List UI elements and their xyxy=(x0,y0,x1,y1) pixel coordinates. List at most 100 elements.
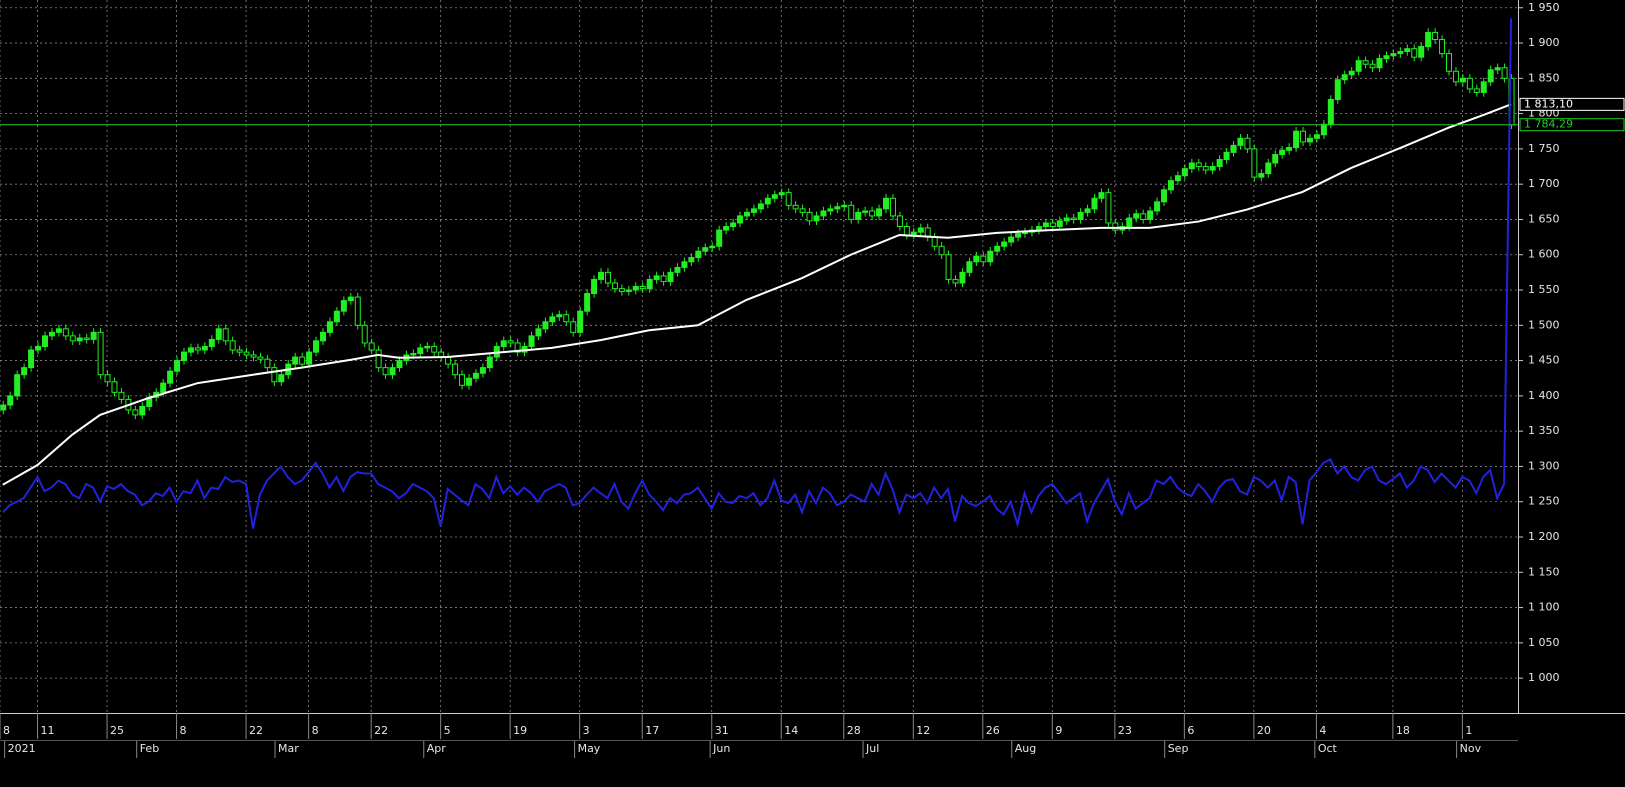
candle-body xyxy=(180,351,187,362)
candle-body xyxy=(618,288,625,292)
y-tick-label: 1 550 xyxy=(1528,283,1560,296)
y-tick-label: 1 500 xyxy=(1528,318,1560,331)
x-tick-label: 6 xyxy=(1187,724,1194,737)
candle-body xyxy=(737,215,744,224)
x-tick-label: 12 xyxy=(916,724,930,737)
x-tick-label: 8 xyxy=(3,724,10,737)
candle-body xyxy=(229,340,236,351)
candle-body xyxy=(639,285,646,290)
candle-body xyxy=(1251,148,1258,178)
candle-body xyxy=(604,271,611,284)
candle-body xyxy=(1452,70,1459,83)
candle-body xyxy=(660,275,667,283)
candle-body xyxy=(368,342,375,351)
candle-body xyxy=(417,347,424,355)
month-label: Sep xyxy=(1168,742,1189,755)
candle-body xyxy=(271,367,278,383)
y-tick-label: 1 650 xyxy=(1528,212,1560,225)
candle-body xyxy=(785,192,792,206)
candle-body xyxy=(222,328,229,342)
candle-body xyxy=(55,328,62,333)
candle-body xyxy=(1320,123,1327,136)
y-tick-label: 1 300 xyxy=(1528,459,1560,472)
candle-body xyxy=(208,338,215,347)
candle-body xyxy=(1362,60,1369,65)
candle-body xyxy=(1376,58,1383,69)
candle-body xyxy=(1195,162,1202,168)
candle-body xyxy=(1008,236,1015,243)
candle-body xyxy=(910,231,917,236)
candle-body xyxy=(250,354,257,358)
candle-body xyxy=(1501,67,1508,79)
candle-body xyxy=(1265,162,1272,175)
candle-body xyxy=(855,211,862,220)
candle-body xyxy=(382,367,389,376)
candle-body xyxy=(1202,166,1209,171)
moving-average xyxy=(2,103,1512,486)
candle-body xyxy=(1098,192,1105,199)
candle-body xyxy=(479,367,486,374)
candle-body xyxy=(1306,137,1313,143)
candle-body xyxy=(97,331,104,376)
candle-body xyxy=(35,345,42,351)
candle-body xyxy=(1188,162,1195,170)
candle-body xyxy=(959,271,966,284)
x-tick-label: 1 xyxy=(1465,724,1472,737)
candle-body xyxy=(1112,222,1119,231)
candle-body xyxy=(1084,208,1091,213)
candle-body xyxy=(326,321,333,333)
candle-body xyxy=(869,210,876,217)
month-label: Jun xyxy=(712,742,730,755)
candle-body xyxy=(681,261,688,268)
month-label: May xyxy=(578,742,601,755)
candle-body xyxy=(834,206,841,210)
candle-body xyxy=(132,409,139,416)
candle-body xyxy=(695,250,702,259)
month-label: Nov xyxy=(1460,742,1482,755)
candle-body xyxy=(375,349,382,369)
price-label: 1 813,10 xyxy=(1524,97,1573,110)
candle-body xyxy=(83,337,90,340)
candle-body xyxy=(389,367,396,376)
candle-body xyxy=(1126,217,1133,228)
candle-body xyxy=(187,347,194,353)
candle-body xyxy=(160,382,167,393)
candle-body xyxy=(702,247,709,252)
candle-body xyxy=(507,340,514,344)
y-tick-label: 1 900 xyxy=(1528,36,1560,49)
candle-body xyxy=(1279,149,1286,156)
candle-body xyxy=(472,372,479,379)
candle-body xyxy=(535,328,542,337)
month-label: 2021 xyxy=(8,742,36,755)
candle-body xyxy=(333,310,340,323)
candle-body xyxy=(750,208,757,213)
month-label: Oct xyxy=(1318,742,1338,755)
y-tick-label: 1 250 xyxy=(1528,495,1560,508)
candle-body xyxy=(264,358,271,369)
candle-body xyxy=(549,316,556,323)
candle-body xyxy=(570,321,577,333)
candle-body xyxy=(215,328,222,340)
candle-body xyxy=(1439,39,1446,55)
candle-body xyxy=(994,245,1001,252)
candle-body xyxy=(257,356,264,360)
candle-body xyxy=(1397,51,1404,55)
x-tick-label: 4 xyxy=(1319,724,1326,737)
candle-body xyxy=(1334,79,1341,100)
candle-body xyxy=(931,236,938,247)
candle-body xyxy=(111,381,118,393)
candle-body xyxy=(709,245,716,249)
candle-body xyxy=(1035,226,1042,231)
candle-body xyxy=(76,337,83,342)
x-tick-label: 28 xyxy=(847,724,861,737)
candle-body xyxy=(952,278,959,284)
candle-body xyxy=(674,266,681,273)
candle-body xyxy=(90,331,97,340)
x-tick-label: 23 xyxy=(1118,724,1132,737)
candle-body xyxy=(723,226,730,231)
candle-body xyxy=(1070,217,1077,220)
candle-body xyxy=(1313,134,1320,139)
candle-body xyxy=(48,331,55,337)
